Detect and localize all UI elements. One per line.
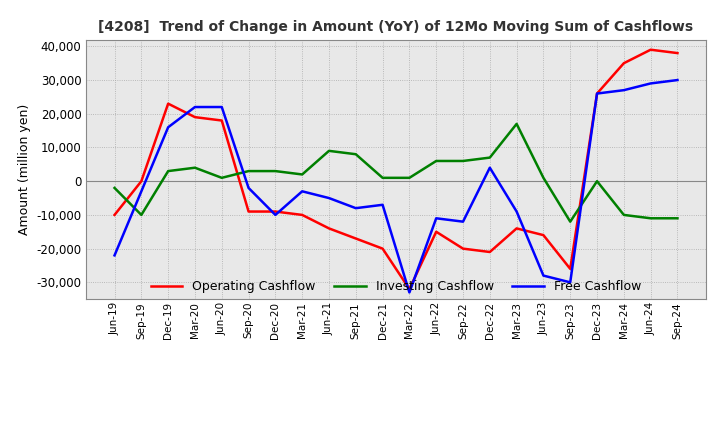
- Legend: Operating Cashflow, Investing Cashflow, Free Cashflow: Operating Cashflow, Investing Cashflow, …: [146, 275, 646, 298]
- Operating Cashflow: [191, 114, 199, 120]
- Investing Cashflow: [432, 158, 441, 164]
- Free Cashflow: [432, 216, 441, 221]
- Free Cashflow: [619, 88, 628, 93]
- Free Cashflow: [325, 195, 333, 201]
- Investing Cashflow: [619, 212, 628, 217]
- Free Cashflow: [191, 104, 199, 110]
- Operating Cashflow: [673, 51, 682, 56]
- Free Cashflow: [513, 209, 521, 214]
- Free Cashflow: [485, 165, 494, 170]
- Investing Cashflow: [164, 169, 173, 174]
- Operating Cashflow: [405, 286, 414, 292]
- Operating Cashflow: [593, 91, 601, 96]
- Operating Cashflow: [378, 246, 387, 251]
- Investing Cashflow: [539, 175, 548, 180]
- Operating Cashflow: [325, 226, 333, 231]
- Operating Cashflow: [217, 118, 226, 123]
- Investing Cashflow: [485, 155, 494, 160]
- Investing Cashflow: [673, 216, 682, 221]
- Investing Cashflow: [137, 212, 145, 217]
- Free Cashflow: [459, 219, 467, 224]
- Investing Cashflow: [566, 219, 575, 224]
- Operating Cashflow: [432, 229, 441, 235]
- Investing Cashflow: [298, 172, 307, 177]
- Free Cashflow: [137, 189, 145, 194]
- Free Cashflow: [673, 77, 682, 83]
- Free Cashflow: [647, 81, 655, 86]
- Free Cashflow: [217, 104, 226, 110]
- Operating Cashflow: [566, 266, 575, 271]
- Investing Cashflow: [513, 121, 521, 127]
- Investing Cashflow: [110, 185, 119, 191]
- Free Cashflow: [351, 205, 360, 211]
- Operating Cashflow: [271, 209, 279, 214]
- Investing Cashflow: [191, 165, 199, 170]
- Investing Cashflow: [459, 158, 467, 164]
- Investing Cashflow: [351, 152, 360, 157]
- Operating Cashflow: [619, 61, 628, 66]
- Operating Cashflow: [244, 209, 253, 214]
- Investing Cashflow: [647, 216, 655, 221]
- Operating Cashflow: [137, 179, 145, 184]
- Investing Cashflow: [217, 175, 226, 180]
- Investing Cashflow: [325, 148, 333, 154]
- Free Cashflow: [244, 185, 253, 191]
- Operating Cashflow: [110, 212, 119, 217]
- Operating Cashflow: [351, 236, 360, 241]
- Free Cashflow: [378, 202, 387, 207]
- Title: [4208]  Trend of Change in Amount (YoY) of 12Mo Moving Sum of Cashflows: [4208] Trend of Change in Amount (YoY) o…: [99, 20, 693, 34]
- Line: Operating Cashflow: Operating Cashflow: [114, 50, 678, 289]
- Operating Cashflow: [485, 249, 494, 255]
- Operating Cashflow: [513, 226, 521, 231]
- Line: Free Cashflow: Free Cashflow: [114, 80, 678, 293]
- Free Cashflow: [298, 189, 307, 194]
- Operating Cashflow: [647, 47, 655, 52]
- Investing Cashflow: [378, 175, 387, 180]
- Investing Cashflow: [244, 169, 253, 174]
- Free Cashflow: [110, 253, 119, 258]
- Free Cashflow: [566, 280, 575, 285]
- Operating Cashflow: [539, 232, 548, 238]
- Investing Cashflow: [271, 169, 279, 174]
- Line: Investing Cashflow: Investing Cashflow: [114, 124, 678, 222]
- Operating Cashflow: [298, 212, 307, 217]
- Free Cashflow: [164, 125, 173, 130]
- Operating Cashflow: [459, 246, 467, 251]
- Free Cashflow: [405, 290, 414, 295]
- Free Cashflow: [593, 91, 601, 96]
- Free Cashflow: [271, 212, 279, 217]
- Investing Cashflow: [405, 175, 414, 180]
- Operating Cashflow: [164, 101, 173, 106]
- Free Cashflow: [539, 273, 548, 278]
- Investing Cashflow: [593, 179, 601, 184]
- Y-axis label: Amount (million yen): Amount (million yen): [18, 104, 31, 235]
